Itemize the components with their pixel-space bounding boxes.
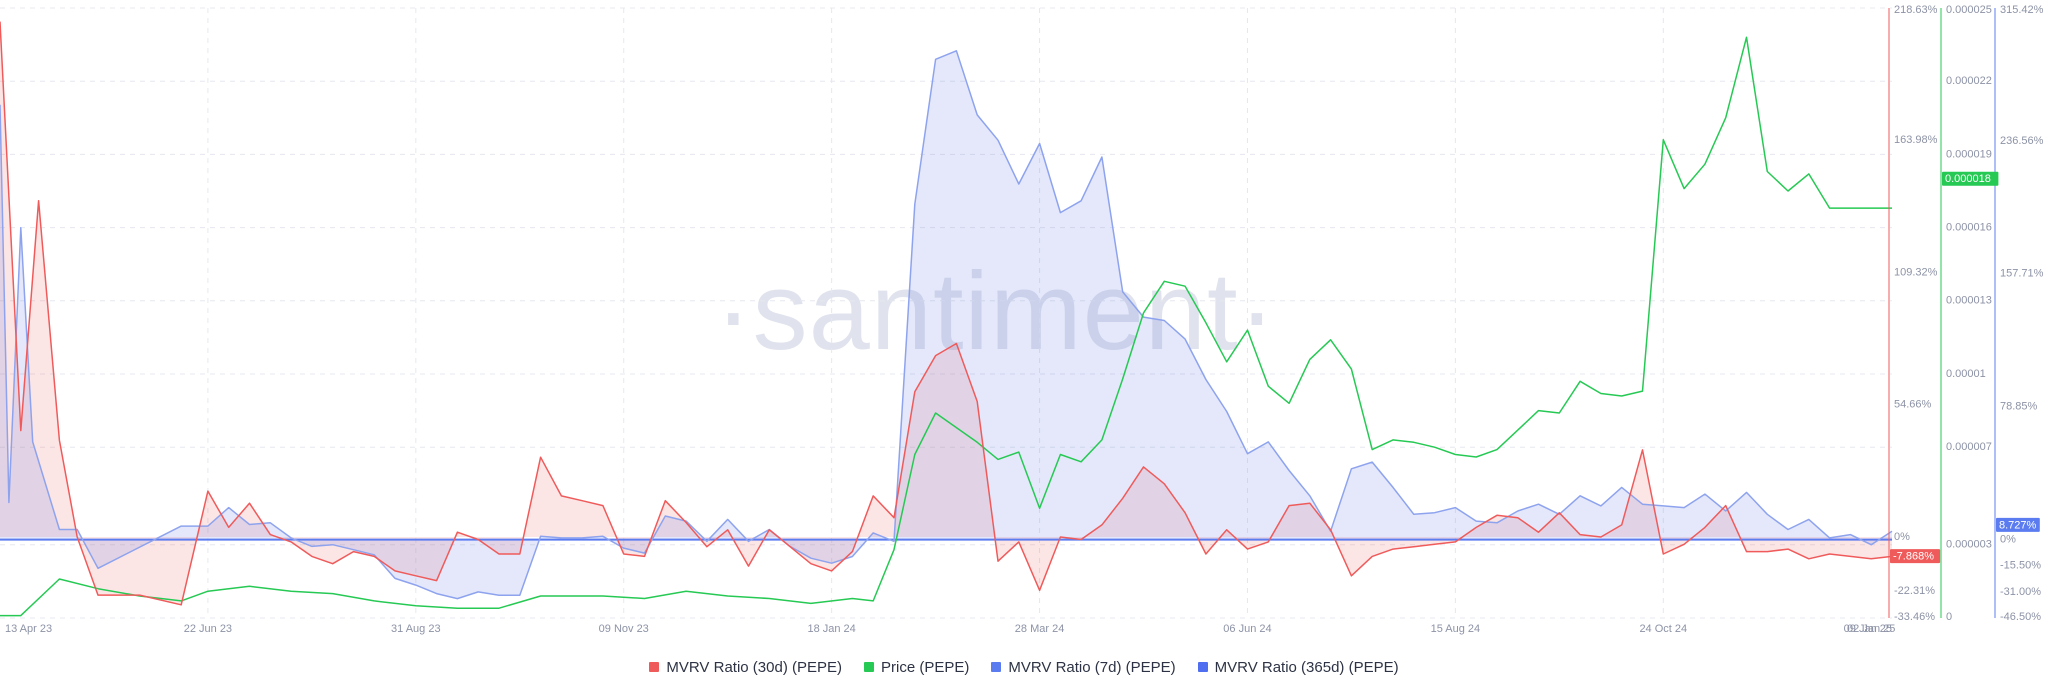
tick-label-x: 18 Jan 24 <box>807 623 855 635</box>
tick-label-price: 0 <box>1946 611 1952 623</box>
tick-labels: 218.63% 163.98% 109.32% 54.66% 0% -22.31% -33.… <box>5 4 2044 635</box>
legend-label: MVRV Ratio (365d) (PEPE) <box>1214 658 1399 676</box>
legend-label: MVRV Ratio (30d) (PEPE) <box>666 658 842 676</box>
tick-label-price: 0.000007 <box>1946 441 1992 453</box>
series-line-mvrv-7d <box>0 50 1893 600</box>
axes <box>1888 8 1996 618</box>
current-value-badge-mvrv-7d: 8.727% <box>1996 517 2040 532</box>
series-line-price <box>0 36 1892 617</box>
tick-label-x: 09 Jan 25 <box>1844 623 1892 635</box>
series-area-mvrv-7d <box>0 50 1892 599</box>
legend-label: Price (PEPE) <box>881 658 970 676</box>
tick-label-x: 15 Aug 24 <box>1431 623 1481 635</box>
tick-label-mvrv-7d: 0% <box>2000 534 2016 546</box>
legend-swatch-mvrv-365d <box>1197 662 1208 672</box>
tick-label-x: 09 Nov 23 <box>599 623 649 635</box>
tick-label-x: 28 Mar 24 <box>1015 623 1065 635</box>
current-value-badge-mvrv-30d-bg <box>1890 549 1941 564</box>
legend-item-price[interactable]: Price (PEPE) <box>864 659 969 676</box>
legend: MVRV Ratio (30d) (PEPE) Price (PEPE) MVR… <box>0 656 2048 678</box>
series-area-mvrv-30d <box>0 21 1892 605</box>
tick-label-mvrv-7d: 157.71% <box>2000 268 2044 280</box>
current-value-badge-mvrv-30d-text: -7.868% <box>1893 550 1934 562</box>
series-line-mvrv-30d <box>0 21 1893 606</box>
legend-swatch-price <box>864 662 874 672</box>
legend-item-mvrv-30d[interactable]: MVRV Ratio (30d) (PEPE) <box>649 659 842 676</box>
tick-label-x: 22 Jun 23 <box>184 623 232 635</box>
tick-label-mvrv-30d: 218.63% <box>1894 4 1938 16</box>
current-value-badge-mvrv-7d-bg <box>1996 517 2040 532</box>
tick-label-x: 02 Jan 25 <box>1847 623 1895 635</box>
grid-lines <box>0 7 1892 619</box>
current-value-badge-price-text: 0.000018 <box>1945 173 1991 185</box>
tick-label-mvrv-7d: 78.85% <box>2000 401 2038 413</box>
tick-label-price: 0.000022 <box>1946 75 1992 87</box>
current-value-badge-price-bg <box>1942 171 1999 186</box>
tick-label-mvrv-30d: 54.66% <box>1894 399 1932 411</box>
tick-label-price: 0.000019 <box>1946 148 1992 160</box>
tick-label-x: 13 Apr 23 <box>5 623 52 635</box>
tick-label-mvrv-30d: 163.98% <box>1894 134 1938 146</box>
legend-swatch-mvrv-7d <box>991 662 1002 672</box>
tick-label-price: 0.000003 <box>1946 539 1992 551</box>
tick-label-price: 0.000016 <box>1946 222 1992 234</box>
legend-swatch-mvrv-30d <box>649 662 660 672</box>
tick-label-x: 31 Aug 23 <box>391 623 441 635</box>
tick-label-mvrv-7d: 236.56% <box>2000 135 2044 147</box>
tick-label-price: 0.000013 <box>1946 295 1992 307</box>
series-lines <box>0 21 1893 617</box>
tick-label-x: 24 Oct 24 <box>1639 623 1687 635</box>
tick-label-price: 0.000025 <box>1946 4 1992 16</box>
area-fills <box>0 21 1892 605</box>
tick-label-x: 06 Jun 24 <box>1223 623 1271 635</box>
current-value-badge-price: 0.000018 <box>1942 171 1999 186</box>
tick-label-mvrv-7d: -31.00% <box>2000 586 2041 598</box>
tick-label-mvrv-7d: 315.42% <box>2000 4 2044 16</box>
tick-label-mvrv-7d: -46.50% <box>2000 611 2041 623</box>
current-value-badge-mvrv-30d: -7.868% <box>1890 549 1941 564</box>
legend-item-mvrv-7d[interactable]: MVRV Ratio (7d) (PEPE) <box>991 658 1176 676</box>
tick-label-price: 0.00001 <box>1946 368 1986 380</box>
tick-label-mvrv-7d: -15.50% <box>2000 560 2041 572</box>
current-value-badge-mvrv-7d-text: 8.727% <box>1999 519 2037 531</box>
tick-label-mvrv-30d: -22.31% <box>1894 585 1935 597</box>
tick-label-mvrv-30d: 0% <box>1894 531 1910 543</box>
legend-item-mvrv-365d[interactable]: MVRV Ratio (365d) (PEPE) <box>1197 658 1399 676</box>
tick-label-mvrv-30d: -33.46% <box>1894 611 1935 623</box>
tick-label-mvrv-30d: 109.32% <box>1894 266 1938 278</box>
legend-label: MVRV Ratio (7d) (PEPE) <box>1008 658 1176 676</box>
